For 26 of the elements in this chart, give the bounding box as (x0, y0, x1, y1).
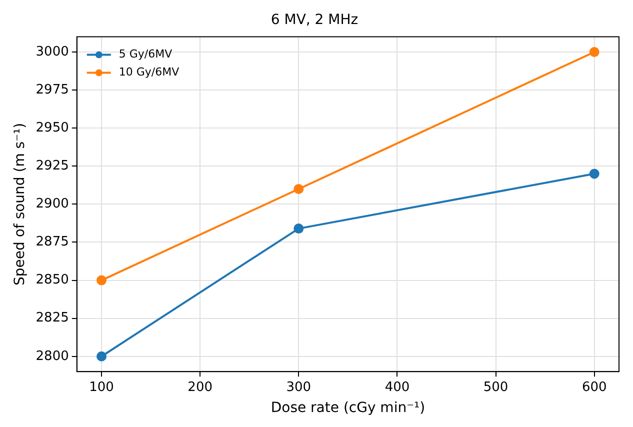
x-tick-label: 200 (188, 380, 213, 395)
point (589, 168, 600, 179)
y-tick-label: 2925 (36, 158, 69, 174)
point (294, 224, 304, 234)
legend-label: 10 Gy/6MV (118, 66, 180, 79)
point (96, 275, 107, 286)
chart-title: 6 MV, 2 MHz (270, 12, 358, 28)
y-tick-label: 2975 (36, 82, 69, 98)
y-tick-label: 2875 (36, 234, 69, 250)
y-tick-label: 2825 (36, 310, 69, 326)
y-tick-label: 3000 (36, 44, 69, 60)
y-tick-label: 2800 (36, 348, 69, 364)
y-tick-label: 2850 (36, 272, 69, 288)
legend-label: 5 Gy/6MV (118, 48, 173, 61)
point (294, 184, 304, 194)
y-tick-label: 2900 (36, 196, 69, 212)
point (96, 351, 107, 362)
y-tick-label: 2950 (36, 120, 69, 136)
x-tick-label: 300 (286, 380, 312, 395)
x-tick-label: 400 (384, 380, 410, 395)
x-tick-label: 100 (89, 380, 114, 395)
point (589, 47, 600, 58)
x-tick-label: 500 (483, 380, 508, 395)
x-tick-label: 600 (582, 380, 607, 395)
x-axis-title: Dose rate (cGy min⁻¹) (270, 400, 426, 416)
y-axis-title: Speed of sound (m s⁻¹) (12, 122, 28, 286)
